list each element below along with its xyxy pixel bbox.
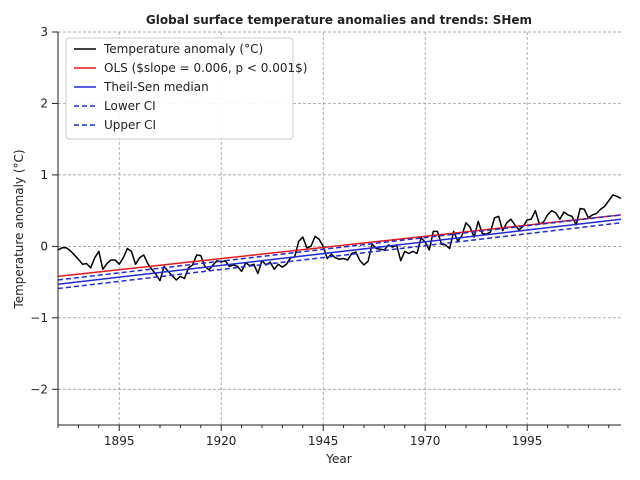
y-tick-label: 0 — [40, 239, 48, 253]
y-tick-label: 2 — [40, 96, 48, 110]
series-line-2 — [57, 218, 622, 285]
y-tick-label: 3 — [40, 25, 48, 39]
legend-label: OLS ($slope = 0.006, p < 0.001$) — [104, 61, 307, 75]
y-tick-label: 1 — [40, 168, 48, 182]
series-line-3 — [57, 222, 622, 290]
y-tick-label: −1 — [30, 311, 48, 325]
x-tick-label: 1995 — [512, 434, 543, 448]
ticks: 1895 1920 1945 1970 1995 −2 −1 0 1 2 3 — [30, 25, 610, 448]
series-line-4 — [57, 214, 622, 281]
x-tick-label: 1895 — [104, 434, 135, 448]
legend-label: Temperature anomaly (°C) — [103, 42, 263, 56]
y-axis-label: Temperature anomaly (°C) — [12, 149, 26, 309]
y-tick-label: −2 — [30, 382, 48, 396]
legend-label: Lower CI — [104, 99, 156, 113]
legend-label: Theil-Sen median — [103, 80, 209, 94]
chart-title: Global surface temperature anomalies and… — [146, 13, 532, 27]
x-tick-label: 1970 — [410, 434, 441, 448]
legend-box — [65, 37, 294, 140]
legend: Temperature anomaly (°C) OLS ($slope = 0.… — [65, 37, 307, 140]
series-line-0 — [57, 194, 622, 282]
x-axis-label: Year — [325, 452, 351, 466]
legend-label: Upper CI — [104, 118, 156, 132]
series-layer — [57, 194, 622, 290]
x-tick-label: 1920 — [206, 434, 237, 448]
x-tick-label: 1945 — [308, 434, 339, 448]
